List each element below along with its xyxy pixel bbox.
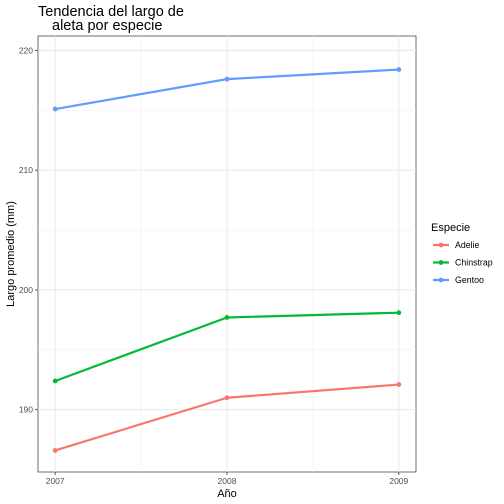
- data-point-adelie: [396, 382, 402, 387]
- grid: [38, 36, 416, 472]
- data-point-gentoo: [224, 76, 230, 82]
- x-axis-title: Año: [217, 488, 237, 500]
- data-point-adelie: [52, 448, 58, 453]
- axes-group: 190 200 210 220 2007 2008 2009: [19, 45, 409, 486]
- y-axis-title: Largo promedio (mm): [5, 201, 17, 307]
- data-point-chinstrap: [396, 310, 402, 316]
- data-point-chinstrap: [224, 315, 230, 320]
- x-tick-label: 2007: [46, 476, 65, 486]
- y-tick-label: 200: [19, 285, 33, 295]
- data-point-chinstrap: [52, 378, 58, 384]
- data-point-gentoo: [52, 106, 58, 112]
- y-tick-label: 220: [19, 45, 33, 55]
- legend-label-adelie: Adelie: [455, 240, 480, 250]
- legend-key-point-gentoo: [438, 277, 444, 283]
- y-tick-label: 210: [19, 165, 33, 175]
- chart-title-line-2: aleta por especie: [52, 18, 162, 34]
- legend-label-chinstrap: Chinstrap: [455, 258, 493, 268]
- chart-title-line-1: Tendencia del largo de: [38, 4, 184, 20]
- data-point-gentoo: [396, 67, 402, 72]
- series-group: [52, 67, 402, 453]
- x-tick-label: 2008: [218, 476, 237, 486]
- data-point-adelie: [224, 395, 230, 401]
- y-tick-label: 190: [19, 405, 33, 415]
- legend-key-point-adelie: [438, 242, 444, 248]
- legend-label-gentoo: Gentoo: [455, 275, 484, 285]
- legend-title: Especie: [431, 222, 470, 234]
- legend-key-point-chinstrap: [438, 260, 444, 265]
- x-tick-label: 2009: [389, 476, 408, 486]
- legend: Adelie Chinstrap Gentoo: [433, 240, 493, 285]
